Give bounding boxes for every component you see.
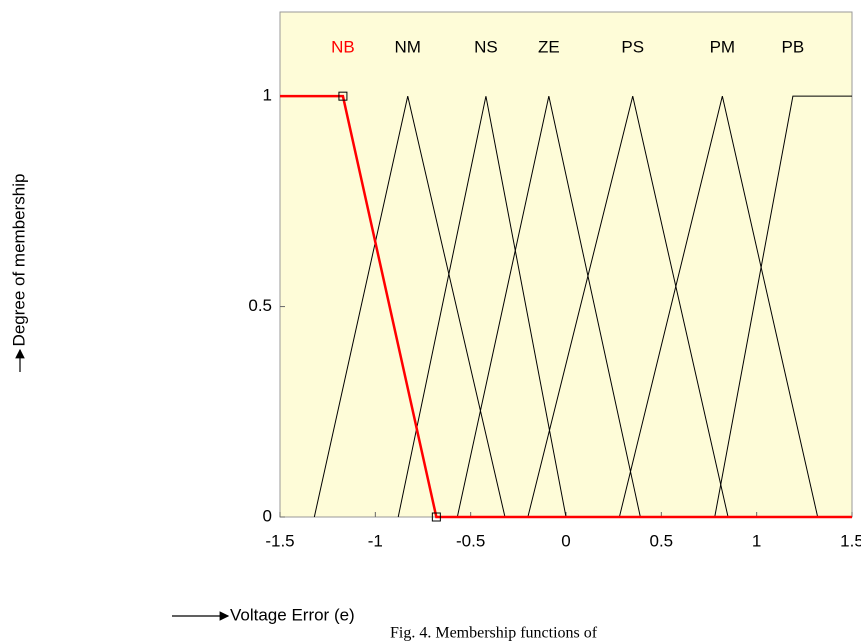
y-tick-label: 0.5 (248, 296, 272, 315)
caption: Fig. 4. Membership functions of (390, 625, 598, 641)
y-tick-label: 1 (263, 86, 272, 105)
membership-line (527, 96, 729, 518)
legend-label: NM (395, 37, 421, 56)
membership-line (618, 96, 819, 518)
legend-label: NS (474, 37, 498, 56)
legend-label: PS (621, 37, 644, 56)
membership-line (397, 96, 567, 518)
x-tick-label: -1 (368, 531, 383, 550)
y-tick-label: 0 (263, 506, 272, 525)
legend-label: PB (782, 37, 805, 56)
y-axis-label: Degree of membership (9, 174, 28, 347)
plot-area (279, 11, 853, 518)
x-axis-label: Voltage Error (e) (230, 605, 355, 624)
legend-label: PM (710, 37, 736, 56)
membership-line (313, 96, 506, 518)
membership-line (456, 96, 641, 518)
membership-line (714, 95, 852, 518)
legend-label: NB (331, 37, 355, 56)
membership-line (280, 94, 852, 519)
legend-label: ZE (538, 37, 560, 56)
x-tick-label: 0 (561, 531, 570, 550)
x-tick-label: -0.5 (456, 531, 485, 550)
x-tick-label: 0.5 (650, 531, 674, 550)
x-tick-label: 1 (752, 531, 761, 550)
x-tick-label: 1.5 (840, 531, 861, 550)
vertex-handle (431, 512, 441, 522)
vertex-handle (338, 91, 348, 101)
x-tick-label: -1.5 (265, 531, 294, 550)
